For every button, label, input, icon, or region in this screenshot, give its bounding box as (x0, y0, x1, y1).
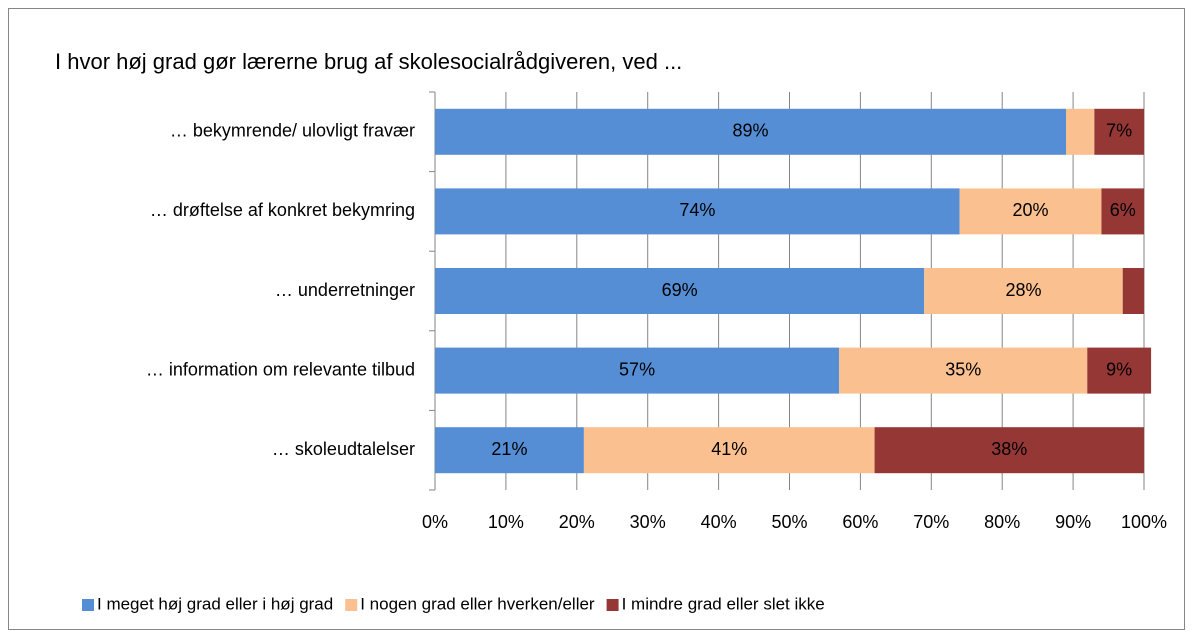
legend-label: I mindre grad eller slet ikke (622, 594, 825, 613)
legend-label: I meget høj grad eller i høj grad (97, 594, 333, 613)
x-tick-label: 20% (559, 512, 595, 532)
data-label: 21% (491, 439, 527, 459)
bar-segment (839, 347, 1088, 394)
x-tick-label: 80% (984, 512, 1020, 532)
bar-segment (1094, 108, 1144, 155)
data-label: 74% (679, 200, 715, 220)
category-label: … bekymrende/ ulovligt fravær (170, 121, 415, 141)
bar-segment (1066, 108, 1095, 155)
data-label: 7% (1106, 121, 1132, 141)
x-tick-label: 70% (913, 512, 949, 532)
x-tick-label: 30% (630, 512, 666, 532)
legend-swatch (82, 599, 94, 611)
bar-segment (924, 268, 1123, 314)
legend-swatch (606, 599, 619, 611)
x-tick-label: 50% (771, 512, 807, 532)
data-label: 38% (991, 439, 1027, 459)
bar-segment (1101, 188, 1144, 235)
data-label: 89% (732, 121, 768, 141)
data-label: 35% (945, 359, 981, 379)
data-label: 57% (619, 359, 655, 379)
x-tick-label: 60% (842, 512, 878, 532)
x-tick-label: 100% (1121, 512, 1167, 532)
category-label: … drøftelse af konkret bekymring (150, 200, 415, 220)
bar-segment (435, 108, 1067, 155)
bar-segment (583, 427, 875, 474)
legend-label: I nogen grad eller hverken/eller (360, 594, 595, 613)
x-tick-label: 10% (488, 512, 524, 532)
data-label: 69% (662, 280, 698, 300)
x-tick-label: 40% (701, 512, 737, 532)
data-label: 28% (1005, 280, 1041, 300)
category-label: … underretninger (275, 280, 415, 300)
data-label: 6% (1110, 200, 1136, 220)
legend-swatch (345, 599, 358, 611)
category-label: … information om relevante tilbud (146, 359, 415, 379)
chart-border (8, 8, 1185, 630)
bar-segment (1087, 347, 1152, 394)
category-label: … skoleudtalelser (272, 439, 415, 459)
data-label: 41% (711, 439, 747, 459)
bar-segment (959, 188, 1102, 235)
bar-segment (435, 347, 840, 394)
bar-segment (435, 427, 584, 474)
bar-segment (435, 268, 925, 314)
chart-title: I hvor høj grad gør lærerne brug af skol… (55, 49, 682, 74)
x-tick-label: 0% (422, 512, 448, 532)
bar-segment (874, 427, 1144, 474)
bar-segment (1122, 268, 1144, 314)
data-label: 20% (1013, 200, 1049, 220)
x-tick-label: 90% (1055, 512, 1091, 532)
bar-segment (435, 188, 960, 235)
data-label: 9% (1106, 359, 1132, 379)
